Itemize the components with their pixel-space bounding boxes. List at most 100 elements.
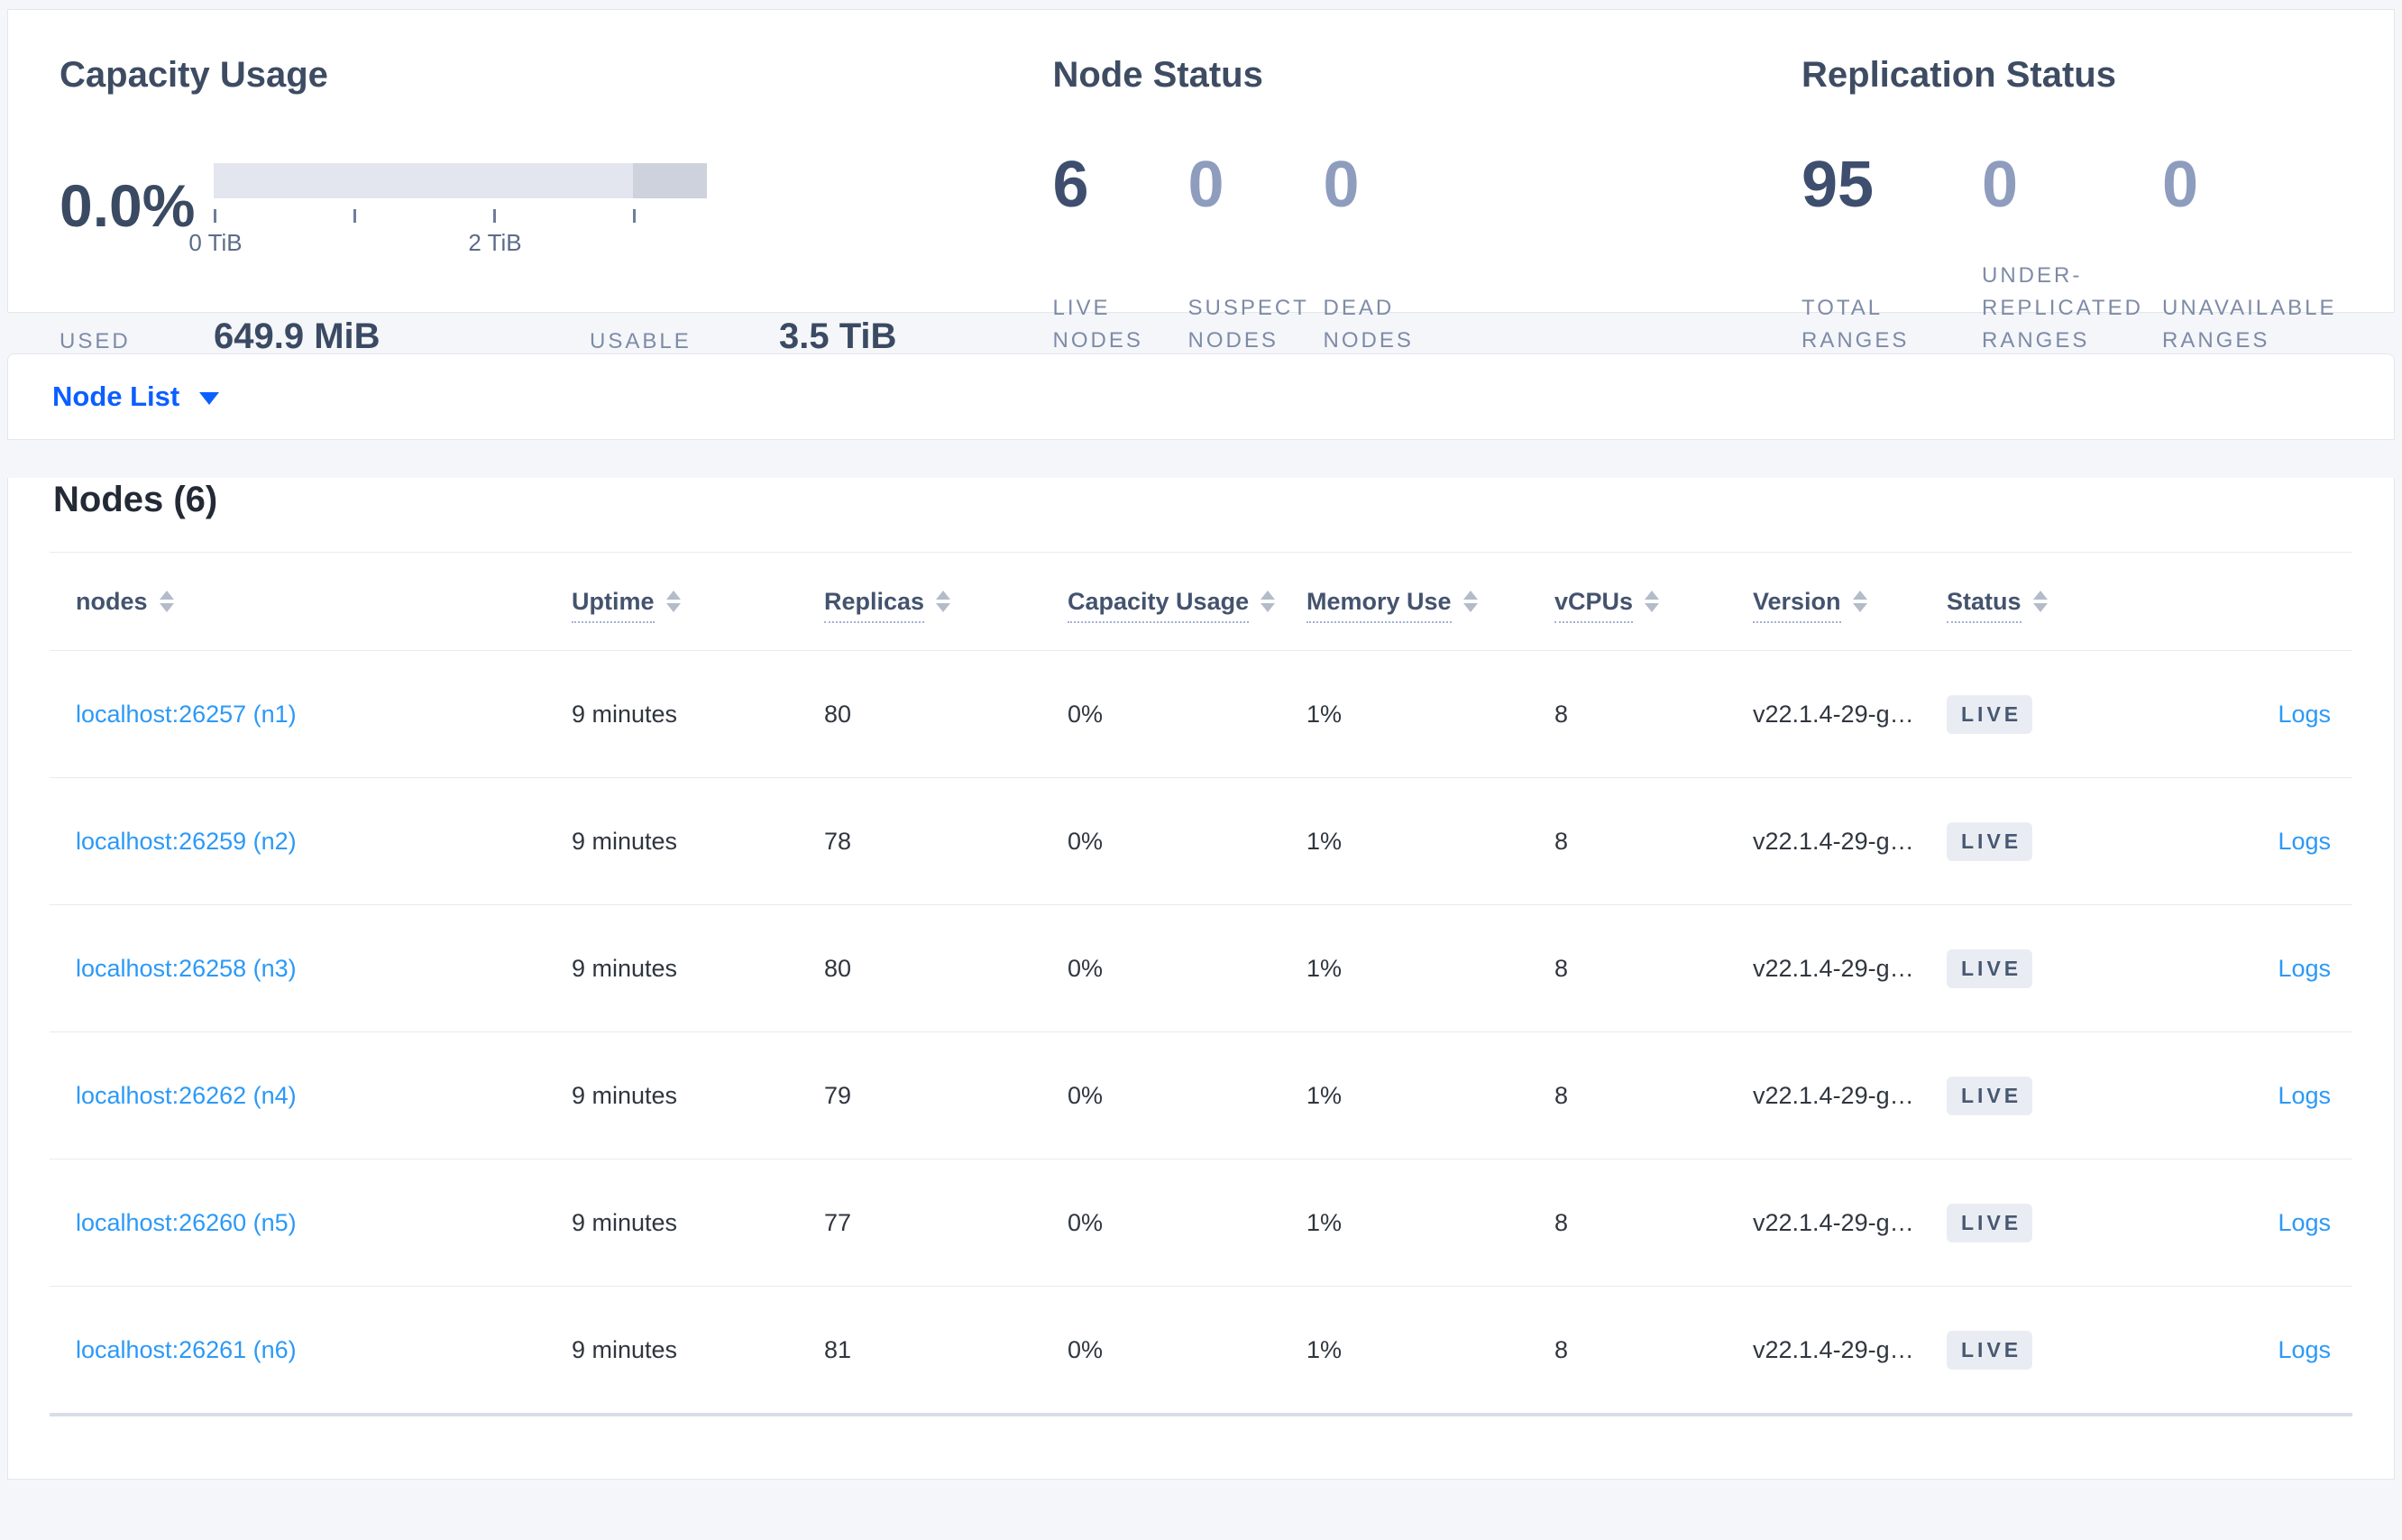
replicas-cell: 78 — [824, 827, 852, 855]
nodes-card: Nodes (6) nodes Uptime Replicas Capacity… — [7, 478, 2395, 1480]
node-link[interactable]: localhost:26261 (n6) — [76, 1335, 297, 1363]
table-row: localhost:26257 (n1) 9 minutes 80 0% 1% … — [50, 651, 2352, 778]
node-link[interactable]: localhost:26258 (n3) — [76, 954, 297, 982]
capacity-bar-end-segment — [633, 163, 707, 198]
capacity-bar-block: 0 TiB 2 TiB — [188, 163, 707, 258]
capacity-bar-scale — [214, 209, 707, 224]
status-badge: LIVE — [1947, 1203, 2033, 1242]
column-header-replicas[interactable]: Replicas — [824, 588, 1068, 623]
nodes-section-title: Nodes (6) — [53, 480, 218, 519]
usable-value: 3.5 TiB — [779, 316, 897, 356]
vcpus-cell: 8 — [1554, 1335, 1569, 1363]
vcpus-cell: 8 — [1554, 1208, 1569, 1236]
capacity-cell: 0% — [1068, 1335, 1104, 1363]
column-header-memory-use[interactable]: Memory Use — [1306, 588, 1554, 623]
logs-link[interactable]: Logs — [2278, 954, 2331, 982]
live-nodes-label: LIVE NODES — [1052, 296, 1143, 353]
replicas-cell: 77 — [824, 1208, 852, 1236]
sort-icon — [1852, 591, 1867, 612]
replicas-cell: 79 — [824, 1081, 852, 1109]
logs-link[interactable]: Logs — [2278, 827, 2331, 855]
under-replicated-ranges-value: 0 — [1982, 149, 2019, 221]
total-ranges-value: 95 — [1802, 149, 1875, 221]
tick-label-2tib: 2 TiB — [468, 229, 522, 256]
capacity-bar-labels: 0 TiB 2 TiB — [188, 229, 707, 258]
version-cell: v22.1.4-29-g… — [1753, 954, 1914, 982]
under-replicated-ranges-label: UNDER-REPLICATED RANGES — [1982, 263, 2143, 353]
node-status-stats: 6 LIVE NODES 0 SUSPECT NODES 0 DEAD NODE… — [1052, 152, 1802, 357]
uptime-cell: 9 minutes — [572, 700, 678, 728]
replicas-cell: 81 — [824, 1335, 852, 1363]
column-header-vcpus[interactable]: vCPUs — [1554, 588, 1753, 623]
capacity-cell: 0% — [1068, 1208, 1104, 1236]
status-badge: LIVE — [1947, 1076, 2033, 1115]
version-cell: v22.1.4-29-g… — [1753, 1081, 1914, 1109]
vcpus-cell: 8 — [1554, 827, 1569, 855]
tick-1tib — [353, 209, 356, 223]
node-link[interactable]: localhost:26259 (n2) — [76, 827, 297, 855]
node-list-dropdown-label: Node List — [52, 380, 180, 412]
capacity-used-usable-row: USED 649.9 MiB USABLE 3.5 TiB — [60, 316, 1052, 357]
column-header-version[interactable]: Version — [1753, 588, 1947, 623]
used-label: USED — [60, 329, 131, 353]
dead-nodes-value: 0 — [1323, 149, 1360, 221]
table-row: localhost:26262 (n4) 9 minutes 79 0% 1% … — [50, 1032, 2352, 1160]
logs-link[interactable]: Logs — [2278, 700, 2331, 728]
replication-stats: 95 TOTAL RANGES 0 UNDER-REPLICATED RANGE… — [1802, 152, 2342, 357]
capacity-cell: 0% — [1068, 954, 1104, 982]
unavailable-ranges-value: 0 — [2162, 149, 2199, 221]
logs-link[interactable]: Logs — [2278, 1081, 2331, 1109]
column-header-status[interactable]: Status — [1947, 588, 2141, 623]
capacity-bar — [214, 163, 707, 198]
unavailable-ranges-stat: 0 UNAVAILABLE RANGES — [2162, 152, 2342, 357]
replication-status-title: Replication Status — [1802, 55, 2116, 95]
uptime-cell: 9 minutes — [572, 1081, 678, 1109]
logs-link[interactable]: Logs — [2278, 1335, 2331, 1363]
dead-nodes-label: DEAD NODES — [1323, 296, 1414, 353]
node-link[interactable]: localhost:26257 (n1) — [76, 700, 297, 728]
vcpus-cell: 8 — [1554, 1081, 1569, 1109]
tick-2tib — [493, 209, 496, 223]
memory-cell: 1% — [1306, 954, 1343, 982]
memory-cell: 1% — [1306, 1335, 1343, 1363]
suspect-nodes-stat: 0 SUSPECT NODES — [1187, 152, 1323, 357]
status-badge: LIVE — [1947, 1330, 2033, 1370]
sort-icon — [2032, 591, 2048, 612]
column-header-nodes[interactable]: nodes — [76, 588, 572, 615]
node-status-title: Node Status — [1052, 55, 1263, 95]
column-header-uptime[interactable]: Uptime — [572, 588, 824, 623]
sort-icon — [1261, 591, 1276, 612]
vcpus-cell: 8 — [1554, 700, 1569, 728]
capacity-cell: 0% — [1068, 700, 1104, 728]
version-cell: v22.1.4-29-g… — [1753, 1335, 1914, 1363]
memory-cell: 1% — [1306, 1208, 1343, 1236]
status-badge: LIVE — [1947, 949, 2033, 988]
usable-label: USABLE — [590, 329, 692, 353]
status-badge: LIVE — [1947, 694, 2033, 734]
memory-cell: 1% — [1306, 827, 1343, 855]
sort-icon — [1462, 591, 1478, 612]
tick-0tib — [214, 209, 216, 223]
chevron-down-icon — [199, 392, 220, 405]
version-cell: v22.1.4-29-g… — [1753, 1208, 1914, 1236]
replication-status-section: Replication Status 95 TOTAL RANGES 0 UND… — [1802, 53, 2342, 357]
capacity-percent: 0.0% — [60, 172, 196, 239]
dead-nodes-stat: 0 DEAD NODES — [1323, 152, 1458, 357]
node-list-dropdown[interactable]: Node List — [52, 380, 220, 413]
title-divider — [50, 552, 2352, 553]
node-link[interactable]: localhost:26260 (n5) — [76, 1208, 297, 1236]
column-header-capacity-usage[interactable]: Capacity Usage — [1068, 588, 1306, 623]
table-row: localhost:26260 (n5) 9 minutes 77 0% 1% … — [50, 1160, 2352, 1287]
sort-icon — [159, 591, 174, 612]
node-link[interactable]: localhost:26262 (n4) — [76, 1081, 297, 1109]
capacity-cell: 0% — [1068, 1081, 1104, 1109]
used-value: 649.9 MiB — [214, 316, 380, 356]
logs-link[interactable]: Logs — [2278, 1208, 2331, 1236]
suspect-nodes-label: SUSPECT NODES — [1187, 296, 1309, 353]
version-cell: v22.1.4-29-g… — [1753, 827, 1914, 855]
tick-3tib — [633, 209, 636, 223]
replicas-cell: 80 — [824, 954, 852, 982]
capacity-gauge: 0.0% 0 TiB 2 TiB — [60, 163, 1052, 258]
table-row: localhost:26258 (n3) 9 minutes 80 0% 1% … — [50, 905, 2352, 1032]
node-status-section: Node Status 6 LIVE NODES 0 SUSPECT NODES… — [1052, 53, 1802, 357]
